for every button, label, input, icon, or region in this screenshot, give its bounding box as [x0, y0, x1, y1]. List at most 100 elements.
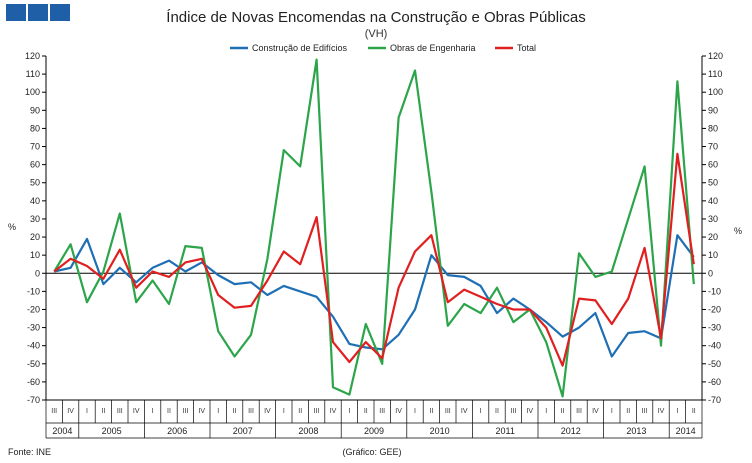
quarter-label: I: [348, 408, 350, 415]
y-tick-label-right: -10: [708, 286, 721, 296]
footer-source: Fonte: INE: [8, 447, 51, 457]
chart-title: Índice de Novas Encomendas na Construção…: [166, 9, 585, 26]
year-label: 2004: [52, 426, 72, 436]
y-tick-label-right: 30: [708, 214, 718, 224]
y-tick-label-right: -20: [708, 304, 721, 314]
quarter-label: II: [429, 408, 433, 415]
y-tick-label-right: 70: [708, 142, 718, 152]
quarter-label: III: [576, 408, 582, 415]
legend-label: Total: [517, 43, 536, 53]
legend-label: Obras de Engenharia: [390, 43, 476, 53]
footer-credit: (Gráfico: GEE): [342, 447, 401, 457]
y-tick-label-left: 20: [30, 232, 40, 242]
quarter-label: II: [692, 408, 696, 415]
y-ticks-left: 1201101009080706050403020100-10-20-30-40…: [25, 51, 46, 405]
quarter-label: III: [314, 408, 320, 415]
quarter-label: III: [642, 408, 648, 415]
year-label: 2009: [364, 426, 384, 436]
year-label: 2008: [298, 426, 318, 436]
quarter-label: II: [167, 408, 171, 415]
quarter-label: III: [248, 408, 254, 415]
year-label: 2006: [167, 426, 187, 436]
y-tick-label-right: 110: [708, 69, 722, 79]
y-tick-label-right: 50: [708, 178, 718, 188]
quarter-label: III: [117, 408, 123, 415]
y-tick-label-left: 10: [30, 250, 40, 260]
legend: Construção de Edifícios Obras de Engenhar…: [230, 43, 536, 53]
y-tick-label-right: -30: [708, 323, 721, 333]
y-tick-label-left: -10: [27, 286, 40, 296]
quarter-label: II: [364, 408, 368, 415]
quarter-label: IV: [395, 408, 402, 415]
year-label: 2013: [626, 426, 646, 436]
y-tick-label-right: -70: [708, 395, 721, 405]
quarter-label: I: [480, 408, 482, 415]
y-tick-label-left: -20: [27, 304, 40, 314]
y-tick-label-right: -60: [708, 377, 721, 387]
chart-subtitle: (VH): [365, 28, 388, 40]
brand-square: [28, 4, 48, 21]
brand-square: [6, 4, 26, 21]
y-tick-label-left: 60: [30, 160, 40, 170]
y-tick-label-right: -50: [708, 359, 721, 369]
quarter-label: II: [561, 408, 565, 415]
y-tick-label-right: 80: [708, 123, 718, 133]
quarter-label: IV: [198, 408, 205, 415]
year-label: 2014: [676, 426, 696, 436]
y-tick-label-right: 120: [708, 51, 723, 61]
year-label: 2012: [561, 426, 581, 436]
x-axis: III IV I II III IV I II III IV I II III IV I II III IV I II…: [45, 399, 703, 439]
series-line: [53, 58, 695, 398]
y-ticks-right: 1201101009080706050403020100-10-20-30-40…: [702, 51, 723, 405]
quarter-label: IV: [264, 408, 271, 415]
year-label: 2011: [496, 426, 515, 436]
y-tick-label-left: 70: [30, 142, 40, 152]
year-label: 2007: [233, 426, 253, 436]
quarter-label: IV: [526, 408, 533, 415]
y-tick-label-left: 40: [30, 196, 40, 206]
quarter-label: IV: [461, 408, 468, 415]
y-tick-label-left: 80: [30, 123, 40, 133]
quarter-label: II: [495, 408, 499, 415]
quarter-label: IV: [67, 408, 74, 415]
quarter-label: II: [101, 408, 105, 415]
y-axis-label-left: %: [8, 222, 16, 232]
y-tick-label-right: 100: [708, 87, 723, 97]
quarter-label: IV: [133, 408, 140, 415]
y-tick-label-left: 50: [30, 178, 40, 188]
y-tick-label-left: -60: [27, 377, 40, 387]
quarter-label: III: [510, 408, 516, 415]
quarter-label: III: [51, 408, 57, 415]
y-tick-label-right: 60: [708, 160, 718, 170]
series-lines: [53, 58, 695, 398]
quarter-label: I: [414, 408, 416, 415]
y-axis-label-right: %: [734, 226, 742, 236]
quarter-label: IV: [592, 408, 599, 415]
y-tick-label-right: 0: [708, 268, 713, 278]
y-tick-label-left: 110: [26, 69, 40, 79]
quarter-label: II: [233, 408, 237, 415]
quarter-label: II: [626, 408, 630, 415]
series-line: [53, 152, 695, 367]
series-line: [53, 234, 695, 358]
y-tick-label-left: -70: [27, 395, 40, 405]
y-tick-label-left: -50: [27, 359, 40, 369]
quarter-label: I: [283, 408, 285, 415]
quarter-label: IV: [330, 408, 337, 415]
brand-square: [50, 4, 70, 21]
y-tick-label-right: 90: [708, 105, 718, 115]
quarter-label: I: [676, 408, 678, 415]
quarter-label: IV: [658, 408, 665, 415]
quarter-label: II: [298, 408, 302, 415]
year-label: 2010: [430, 426, 450, 436]
y-tick-label-right: 10: [708, 250, 718, 260]
y-tick-label-left: 100: [25, 87, 40, 97]
y-tick-label-left: 90: [30, 105, 40, 115]
y-tick-label-left: 30: [30, 214, 40, 224]
y-tick-label-right: -40: [708, 341, 721, 351]
quarter-label: I: [611, 408, 613, 415]
y-tick-label-right: 40: [708, 196, 718, 206]
quarter-label: I: [152, 408, 154, 415]
